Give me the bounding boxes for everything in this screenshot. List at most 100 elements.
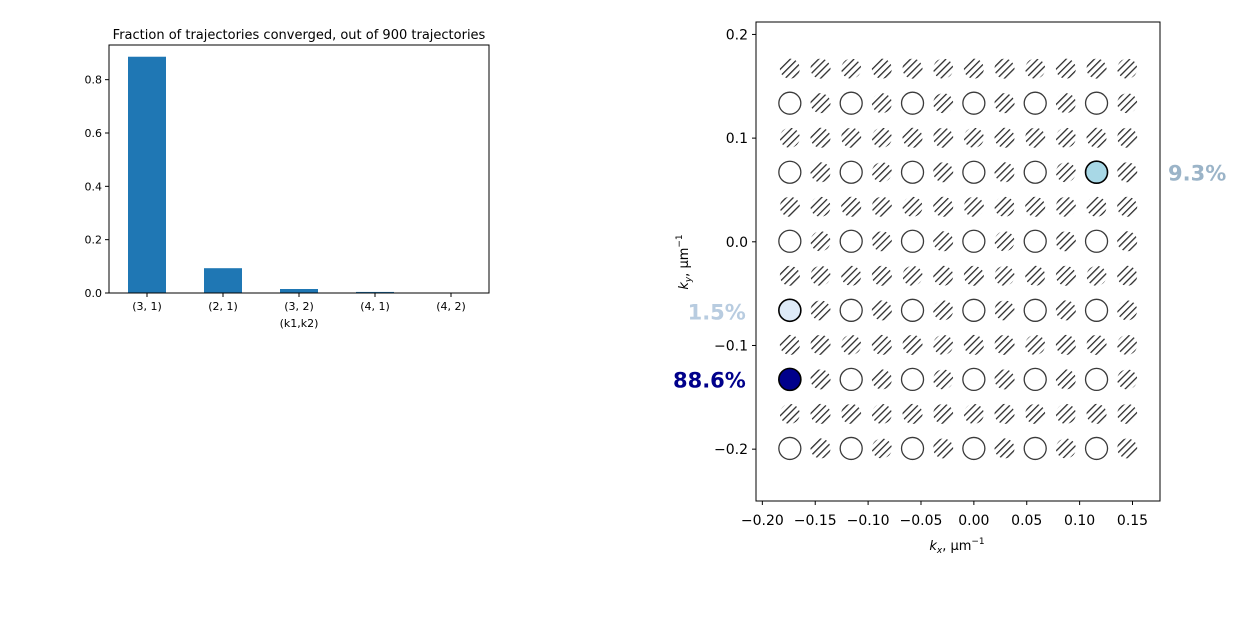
hatched-marker <box>994 438 1015 459</box>
open-circle <box>778 436 802 461</box>
hatched-marker <box>841 403 862 424</box>
hatched-marker <box>810 127 831 148</box>
hatched-marker <box>1086 265 1107 286</box>
open-circle <box>1023 160 1047 184</box>
open-circle <box>839 229 863 253</box>
bar-x-tick-label-0: (3, 1) <box>132 300 162 313</box>
hatched-marker <box>933 438 954 459</box>
hatched-marker <box>1117 162 1138 183</box>
open-circle <box>1084 298 1109 322</box>
open-circle <box>839 160 863 184</box>
hatched-marker <box>933 369 954 390</box>
hatched-marker <box>933 58 954 79</box>
open-circle <box>900 91 925 115</box>
grid-percent-labels: 88.6% 1.5% 9.3% <box>673 161 1226 392</box>
open-circle <box>778 91 802 115</box>
open-circle <box>1023 367 1047 392</box>
hatched-marker <box>779 265 800 286</box>
open-circle <box>1023 91 1047 115</box>
bar-x-tick-label-4: (4, 2) <box>436 300 466 313</box>
hatched-marker <box>902 403 923 424</box>
bar-2 <box>280 289 318 293</box>
hatched-marker <box>871 300 892 321</box>
bar-y-tick-label-4: 0.8 <box>85 74 103 87</box>
k-space-grid-chart: −0.20 −0.15 −0.10 −0.05 0.00 0.05 0.10 0.15 −0.… <box>673 21 1226 556</box>
hatched-marker <box>810 438 831 459</box>
bar-3 <box>356 291 394 293</box>
hatched-marker <box>933 93 954 114</box>
hatched-marker <box>871 369 892 390</box>
hatched-marker <box>1117 127 1138 148</box>
grid-y-tick-label-1: −0.1 <box>714 338 748 354</box>
open-circle <box>839 298 863 322</box>
open-circle <box>900 298 925 322</box>
grid-y-label-base: k <box>677 282 692 290</box>
hatched-marker <box>871 334 892 355</box>
hatched-marker <box>1025 127 1046 148</box>
hatched-marker <box>1025 403 1046 424</box>
hatched-marker <box>1025 196 1046 217</box>
open-circle <box>778 229 802 253</box>
hatched-marker <box>994 231 1015 252</box>
hatched-marker <box>994 300 1015 321</box>
open-circle <box>1084 91 1109 115</box>
bar-chart-frame <box>108 44 490 294</box>
hatched-marker <box>994 58 1015 79</box>
hatched-marker <box>933 403 954 424</box>
grid-x-tick-label-3: −0.05 <box>900 513 943 529</box>
bar-y-tick-label-3: 0.6 <box>85 127 103 140</box>
bar-y-ticks: 0.0 0.2 0.4 0.6 0.8 <box>85 74 109 300</box>
hatched-marker <box>779 403 800 424</box>
bar-x-tick-label-2: (3, 2) <box>284 300 314 313</box>
grid-x-label-sup: −1 <box>971 537 984 547</box>
percent-label-0: 88.6% <box>673 369 746 393</box>
open-circle <box>900 367 925 392</box>
hatched-marker <box>1086 58 1107 79</box>
bar-chart-title: Fraction of trajectories converged, out … <box>113 28 486 43</box>
bar-chart: Fraction of trajectories converged, out … <box>85 28 490 330</box>
grid-x-label-unit: , μm <box>942 539 971 554</box>
hatched-marker <box>810 334 831 355</box>
open-circle <box>1084 436 1109 461</box>
hatched-marker <box>902 196 923 217</box>
hatched-marker <box>871 231 892 252</box>
bar-1 <box>204 268 242 293</box>
grid-x-tick-label-0: −0.20 <box>741 513 784 529</box>
hatched-marker <box>902 58 923 79</box>
hatched-marker <box>933 162 954 183</box>
hatched-marker <box>1117 93 1138 114</box>
open-circle <box>962 298 986 322</box>
hatched-marker <box>871 196 892 217</box>
hatched-marker <box>1055 162 1076 183</box>
hatched-marker <box>810 162 831 183</box>
open-circle <box>962 367 986 392</box>
hatched-marker <box>810 403 831 424</box>
hatched-marker <box>1086 196 1107 217</box>
open-circle <box>778 160 802 184</box>
hatched-marker <box>963 403 984 424</box>
percent-label-2: 9.3% <box>1168 161 1226 185</box>
open-circle <box>962 229 986 253</box>
hatched-marker <box>871 438 892 459</box>
grid-x-tick-label-4: 0.00 <box>958 513 989 529</box>
hatched-marker <box>1117 334 1138 355</box>
hatched-marker <box>871 403 892 424</box>
bar-y-tick-label-2: 0.4 <box>85 180 103 193</box>
highlighted-circle <box>1084 160 1109 185</box>
grid-x-tick-label-1: −0.15 <box>794 513 837 529</box>
hatched-marker <box>994 93 1015 114</box>
hatched-marker <box>1117 300 1138 321</box>
hatched-marker <box>871 58 892 79</box>
bar-marks <box>128 56 470 293</box>
hatched-marker <box>902 127 923 148</box>
hatched-marker <box>902 265 923 286</box>
hatched-marker <box>1055 334 1076 355</box>
hatched-marker <box>871 265 892 286</box>
hatched-marker <box>779 127 800 148</box>
hatched-marker <box>810 265 831 286</box>
grid-y-ticks: −0.2 −0.1 0.0 0.1 0.2 <box>714 27 756 458</box>
hatched-marker <box>810 93 831 114</box>
hatched-marker <box>933 300 954 321</box>
hatched-marker <box>841 58 862 79</box>
hatched-marker <box>1086 334 1107 355</box>
